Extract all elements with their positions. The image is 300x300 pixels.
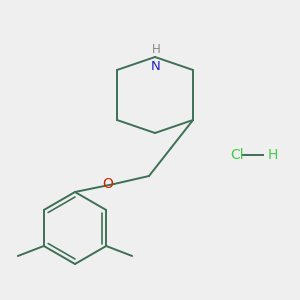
- Text: H: H: [268, 148, 278, 162]
- Text: N: N: [151, 60, 161, 73]
- Text: O: O: [103, 177, 113, 191]
- Text: Cl: Cl: [230, 148, 244, 162]
- Text: H: H: [152, 43, 160, 56]
